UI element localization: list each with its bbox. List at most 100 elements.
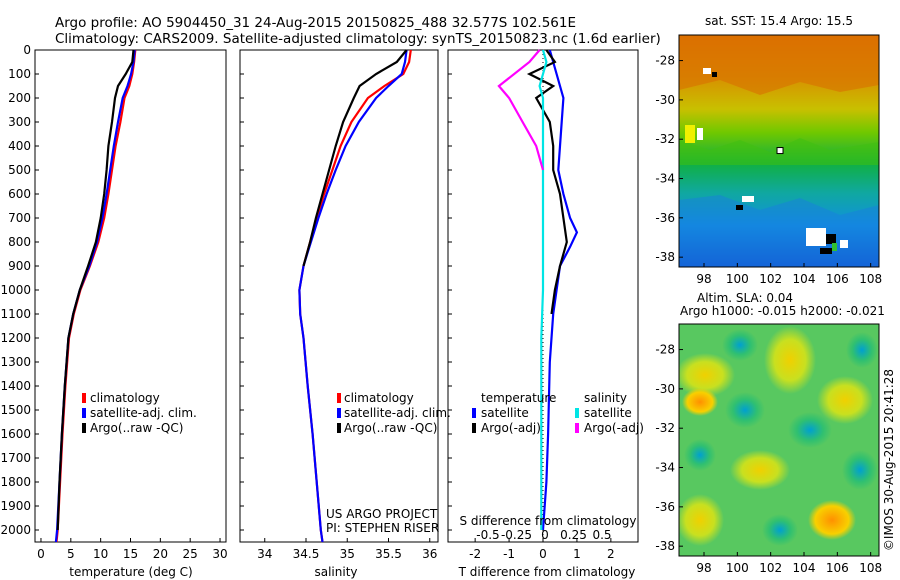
map-x-tick-label: 108	[859, 272, 882, 286]
map-y-tick-label: -36	[655, 500, 675, 514]
depth-tick-label: 0	[23, 43, 31, 57]
depth-tick-label: 1500	[0, 403, 31, 417]
map-y-tick-label: -38	[655, 539, 675, 553]
x-tick-label: 0	[37, 547, 45, 561]
depth-tick-label: 600	[8, 187, 31, 201]
map-y-tick-label: -38	[655, 250, 675, 264]
map-x-tick-label: 108	[859, 561, 882, 575]
sla-title: Argo h1000: -0.015 h2000: -0.021	[680, 304, 885, 318]
legend-argo-swatch	[82, 423, 86, 433]
depth-tick-label: 800	[8, 235, 31, 249]
t-diff-axis-label: T difference from climatology	[458, 565, 636, 579]
legend-satellite-label: satellite-adj. clim.	[90, 406, 197, 420]
legend-satellite-swatch	[82, 408, 86, 418]
series-line	[298, 49, 408, 543]
depth-tick-label: 2000	[0, 523, 31, 537]
x-tick-label: 20	[153, 547, 168, 561]
sla-map-frame	[678, 323, 880, 557]
s-diff-title: S difference from climatology	[460, 514, 637, 528]
depth-axis: 0 100 200 300 400 500 600 700 800 900 1000 1100 1200…	[0, 43, 39, 537]
map-y-tick-label: -30	[655, 93, 675, 107]
difference-profile-plot: -2 -1 0 1 2 -0.5 -0.25 0 0.25 0.5	[448, 49, 615, 561]
x-tick-label: 34	[257, 547, 272, 561]
legend-argo-label: Argo(..raw -QC)	[344, 421, 437, 435]
temperature-panel-frame	[34, 49, 227, 543]
salinity-axis-label: salinity	[314, 565, 357, 579]
x-tick-label: 34.5	[293, 547, 320, 561]
salinity-legend: climatology satellite-adj. clim. Argo(..…	[337, 391, 451, 435]
map-y-tick-label: -34	[655, 172, 675, 186]
depth-tick-label: 500	[8, 163, 31, 177]
map-x-tick-label: 100	[726, 561, 749, 575]
depth-tick-label: 1400	[0, 379, 31, 393]
legend-climatology-swatch	[337, 393, 341, 403]
depth-tick-label: 900	[8, 259, 31, 273]
legend-climatology-label: climatology	[344, 391, 414, 405]
series-line	[538, 49, 548, 530]
series-line	[302, 49, 408, 267]
series-line	[56, 49, 135, 531]
x-tick-label: 36	[422, 547, 437, 561]
sst-axes: 98 100 102 104 106 108 -28 -30 -32 -34 -36 -38	[655, 54, 882, 286]
map-x-tick-label: 104	[793, 561, 816, 575]
x-tick-label: 35.5	[375, 547, 402, 561]
map-y-tick-label: -36	[655, 211, 675, 225]
x-tick-label: 25	[183, 547, 198, 561]
salinity-profile-plot: 34 34.5 35 35.5 36	[240, 49, 437, 561]
map-x-tick-label: 102	[759, 561, 782, 575]
series-line	[541, 49, 579, 531]
x-tick-label: 2	[607, 547, 615, 561]
temperature-axis-label: temperature (deg C)	[69, 565, 192, 579]
legend-t-argo-swatch	[472, 423, 476, 433]
depth-tick-label: 700	[8, 211, 31, 225]
legend-climatology-swatch	[82, 393, 86, 403]
depth-tick-label: 1600	[0, 427, 31, 441]
depth-tick-label: 1900	[0, 499, 31, 513]
legend-s-argo-label: Argo(-adj)	[584, 421, 644, 435]
sst-title: sat. SST: 15.4 Argo: 15.5	[705, 14, 853, 28]
legend-satellite-label: satellite-adj. clim.	[344, 406, 451, 420]
map-x-tick-label: 106	[826, 272, 849, 286]
legend-t-satellite-label: satellite	[481, 406, 529, 420]
header-line1: Argo profile: AO 5904450_31 24-Aug-2015 …	[55, 15, 576, 31]
map-x-tick-label: 106	[826, 561, 849, 575]
salinity-panel-frame	[239, 49, 439, 543]
x-tick-label: 35	[340, 547, 355, 561]
map-y-tick-label: -32	[655, 132, 675, 146]
x-tick-label: 0	[539, 547, 547, 561]
depth-tick-label: 300	[8, 115, 31, 129]
top-x-tick-label: -0.25	[501, 528, 532, 542]
argo-position-marker	[776, 147, 784, 155]
map-y-tick-label: -28	[655, 343, 675, 357]
temperature-profile-plot: 0 5 10 15 20 25 30	[37, 49, 228, 561]
legend-argo-swatch	[337, 423, 341, 433]
legend-temperature-title: temperature	[481, 391, 556, 405]
x-tick-label: 30	[212, 547, 227, 561]
series-line	[526, 49, 568, 315]
map-y-tick-label: -30	[655, 382, 675, 396]
temperature-legend: climatology satellite-adj. clim. Argo(..…	[82, 391, 197, 435]
depth-tick-label: 1800	[0, 475, 31, 489]
depth-tick-label: 200	[8, 91, 31, 105]
legend-t-satellite-swatch	[472, 408, 476, 418]
map-x-tick-label: 104	[793, 272, 816, 286]
legend-t-argo-label: Argo(-adj)	[481, 421, 541, 435]
series-line	[55, 49, 137, 543]
map-x-tick-label: 98	[696, 272, 711, 286]
imos-timestamp: ©IMOS 30-Aug-2015 20:41:28	[882, 369, 896, 551]
legend-salinity-title: salinity	[584, 391, 627, 405]
top-x-tick-label: 0.25	[560, 528, 587, 542]
project-credit: US ARGO PROJECT	[326, 507, 438, 521]
legend-s-satellite-label: satellite	[584, 406, 632, 420]
map-x-tick-label: 100	[726, 272, 749, 286]
x-tick-label: 5	[67, 547, 75, 561]
map-y-tick-label: -32	[655, 421, 675, 435]
legend-satellite-swatch	[337, 408, 341, 418]
x-tick-label: 15	[123, 547, 138, 561]
series-line	[54, 49, 136, 543]
x-tick-label: -2	[469, 547, 481, 561]
depth-tick-label: 1200	[0, 331, 31, 345]
sla-axes: 98 100 102 104 106 108 -28 -30 -32 -34 -36 -38	[655, 343, 882, 575]
map-y-tick-label: -34	[655, 461, 675, 475]
